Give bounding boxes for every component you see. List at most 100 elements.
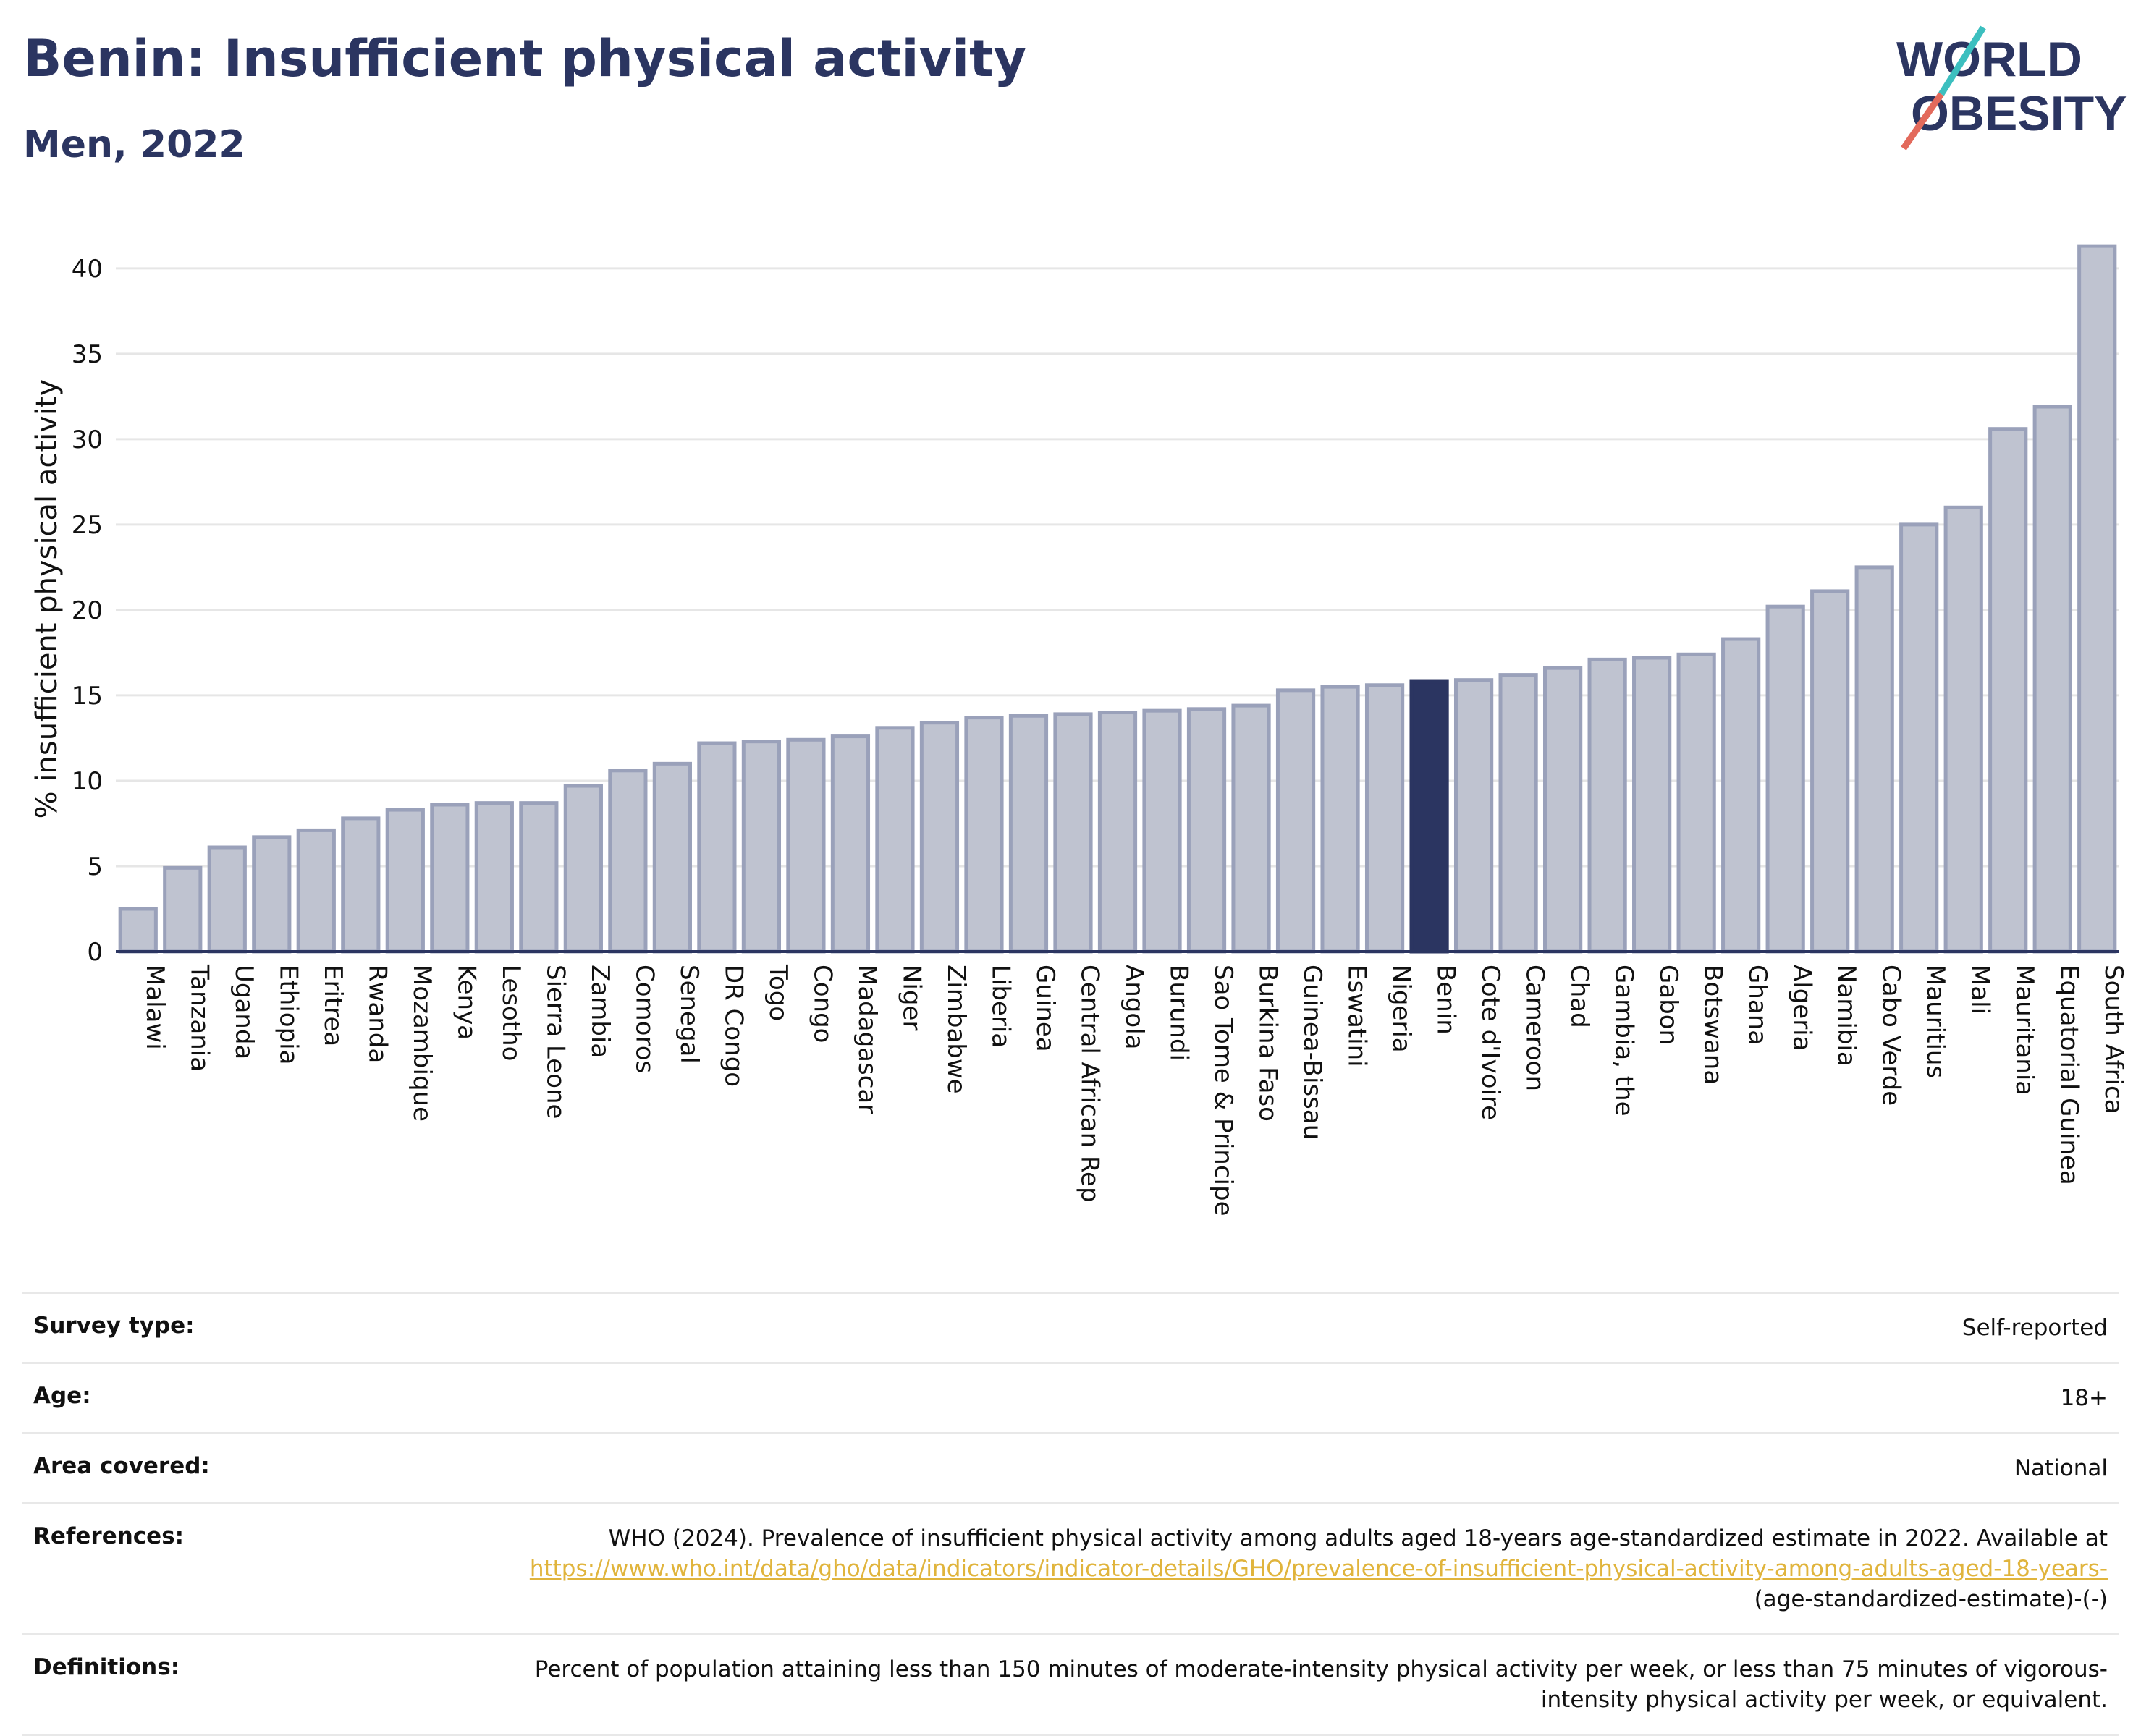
x-tick-labels: Malawi Tanzania Uganda Ethiopia Eritrea Rwand… [140,964,2128,1216]
survey-type-value: Self-reported [479,1292,2119,1364]
x-tick-label: Mozambique [407,965,436,1122]
x-tick-label: Angola [1120,965,1149,1049]
x-tick-label: Congo [808,965,837,1043]
svg-text:OBESITY: OBESITY [1911,86,2127,141]
bar-algeria [1765,604,1805,954]
references-link[interactable]: https://www.who.int/data/gho/data/indica… [529,1556,2108,1582]
bar-south-africa [2077,244,2117,954]
bar-dr-congo [697,741,737,954]
x-tick-label: Ghana [1743,965,1772,1045]
bar-eritrea [296,828,336,954]
x-tick-label: Niger [897,965,926,1030]
bar-rwanda [341,816,381,954]
bar-chart: Malawi Tanzania Uganda Ethiopia Eritrea Rwand… [30,244,2128,1216]
y-tick-label: 30 [72,425,103,454]
x-tick-label: South Africa [2099,965,2128,1114]
x-tick-label: Sierra Leone [541,965,570,1119]
bar-tanzania [163,865,203,954]
y-tick-label: 35 [72,340,103,369]
x-tick-label: Eritrea [318,965,347,1046]
x-tick-label: Gabon [1654,965,1683,1045]
page-title: Benin: Insufficient physical activity [23,29,1027,88]
y-tick-label: 0 [87,938,103,967]
x-tick-label: Cote d'Ivoire [1476,965,1505,1120]
x-tick-label: Rwanda [363,965,392,1063]
bar-guinea [1008,714,1049,954]
y-tick-label: 5 [87,852,103,881]
page-subtitle: Men, 2022 [23,123,245,166]
bar-liberia [964,716,1004,954]
y-tick-label: 15 [72,682,103,711]
bar-uganda [207,845,247,954]
x-tick-label: Madagascar [853,965,882,1114]
references-row: References: WHO (2024). Prevalence of in… [22,1502,2119,1635]
x-tick-label: Liberia [986,965,1015,1048]
bar-mauritania [1988,427,2028,954]
x-tick-label: Ethiopia [274,965,303,1064]
x-tick-label: Senegal [675,965,704,1064]
bar-guinea-bissau [1275,688,1316,954]
bar-malawi [118,907,158,954]
bar-zambia [563,784,603,954]
x-tick-label: Tanzania [185,964,214,1072]
x-tick-label: Nigeria [1387,965,1416,1053]
survey-type-label: Survey type: [22,1292,479,1364]
y-tick-label: 40 [72,255,103,284]
references-label: References: [22,1502,479,1635]
references-value: WHO (2024). Prevalence of insufficient p… [479,1502,2119,1635]
bar-cabo-verde [1854,565,1894,954]
x-tick-label: Cameroon [1521,965,1550,1091]
x-tick-label: Kenya [452,965,481,1040]
y-tick-labels: 0 5 10 15 20 25 30 35 40 [72,255,103,967]
y-axis-label: % insufficient physical activity [30,379,64,819]
metadata-table: Survey type: Self-reported Age: 18+ Area… [22,1292,2119,1736]
references-suffix: (age-standardized-estimate)-(-) [1754,1586,2108,1612]
bar-lesotho [474,801,514,954]
bar-eswatini [1320,685,1360,954]
bar-cote-d-ivoire [1453,678,1494,954]
x-tick-label: Central African Rep [1075,965,1104,1203]
survey-type-row: Survey type: Self-reported [22,1292,2119,1364]
bar-mali [1943,505,1983,954]
bar-gambia-the [1587,657,1627,954]
bar-burundi [1142,708,1182,954]
bar-mauritius [1899,522,1939,954]
bar-equatorial-guinea [2032,405,2072,954]
definitions-value: Percent of population attaining less tha… [479,1633,2119,1736]
y-tick-label: 10 [72,767,103,796]
y-tick-label: 25 [72,511,103,540]
x-tick-label: Mali [1966,965,1995,1015]
bar-comoros [608,769,648,954]
x-tick-label: Malawi [140,965,169,1050]
bar-togo [741,740,782,954]
definitions-row: Definitions: Percent of population attai… [22,1633,2119,1736]
x-tick-label: Cabo Verde [1877,965,1906,1106]
x-tick-label: Mauritius [1921,965,1950,1078]
x-tick-label: Togo [764,964,793,1021]
x-tick-label: Burundi [1165,965,1194,1061]
x-tick-label: Lesotho [497,965,525,1061]
x-tick-label: Equatorial Guinea [2055,965,2084,1185]
bar-madagascar [830,734,871,954]
bar-angola [1097,711,1138,954]
bar-chad [1543,666,1583,954]
definitions-label: Definitions: [22,1633,479,1736]
bar-cameroon [1498,673,1538,954]
age-value: 18+ [479,1362,2119,1434]
area-value: National [479,1432,2119,1504]
x-tick-label: Chad [1565,965,1594,1028]
bar-congo [786,737,826,954]
x-tick-label: Zimbabwe [942,965,971,1094]
bar-burkina-faso [1231,703,1271,954]
x-tick-label: Guinea-Bissau [1298,965,1327,1140]
bar-sao-tome-principe [1186,707,1227,954]
bar-central-african-rep [1053,712,1093,954]
x-tick-label: Mauritania [2010,965,2039,1096]
x-tick-label: Guinea [1031,965,1060,1052]
bar-benin [1409,679,1449,954]
references-text: WHO (2024). Prevalence of insufficient p… [608,1525,2108,1551]
age-row: Age: 18+ [22,1362,2119,1434]
world-obesity-logo: WORLD OBESITY [1896,25,2127,151]
bars [118,244,2117,954]
x-tick-label: Eswatini [1343,965,1372,1067]
